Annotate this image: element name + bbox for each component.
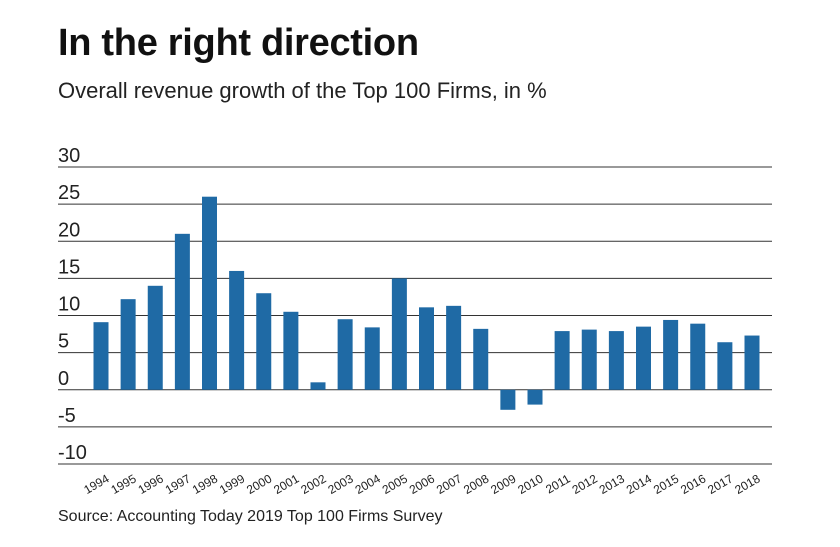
x-tick-label: 2015 bbox=[651, 471, 681, 497]
x-tick-label: 2016 bbox=[678, 471, 708, 497]
x-tick-label: 1994 bbox=[81, 471, 111, 497]
bar-2014 bbox=[636, 326, 651, 390]
x-tick-label: 1997 bbox=[163, 471, 193, 497]
x-tick-label: 2004 bbox=[353, 471, 383, 497]
bars bbox=[93, 196, 760, 410]
bar-2006 bbox=[419, 307, 434, 390]
gridlines bbox=[58, 166, 772, 465]
bar-2011 bbox=[554, 331, 570, 390]
x-tick-label: 1999 bbox=[217, 471, 247, 497]
y-tick-label: 25 bbox=[58, 182, 80, 204]
bar-2005 bbox=[391, 278, 407, 390]
x-tick-label: 2006 bbox=[407, 471, 437, 497]
x-tick-label: 2005 bbox=[380, 471, 410, 497]
x-tick-label: 2000 bbox=[244, 471, 274, 497]
bar-2009 bbox=[500, 389, 516, 410]
bar-2002 bbox=[310, 382, 326, 390]
x-tick-label: 2012 bbox=[570, 471, 600, 497]
x-axis-ticks: 1994199519961997199819992000200120022003… bbox=[81, 471, 762, 497]
x-tick-label: 2013 bbox=[597, 471, 627, 497]
x-tick-label: 2008 bbox=[461, 471, 491, 497]
chart-subtitle: Overall revenue growth of the Top 100 Fi… bbox=[58, 78, 547, 103]
bar-2010 bbox=[527, 389, 543, 405]
bar-1997 bbox=[174, 233, 190, 390]
x-tick-label: 2014 bbox=[624, 471, 654, 497]
bar-1995 bbox=[120, 299, 136, 390]
x-tick-label: 2002 bbox=[298, 471, 328, 497]
x-tick-label: 2011 bbox=[543, 471, 573, 496]
bar-2007 bbox=[446, 305, 462, 390]
source-note: Source: Accounting Today 2019 Top 100 Fi… bbox=[58, 508, 443, 525]
bar-2000 bbox=[256, 293, 272, 390]
bar-1999 bbox=[229, 270, 245, 390]
y-tick-label: 15 bbox=[58, 256, 80, 278]
bar-2001 bbox=[283, 311, 299, 390]
bar-2012 bbox=[581, 329, 597, 390]
x-tick-label: 2007 bbox=[434, 471, 464, 497]
y-tick-label: -10 bbox=[58, 442, 87, 464]
x-tick-label: 2018 bbox=[732, 471, 762, 497]
chart-title: In the right direction bbox=[58, 22, 419, 64]
bar-2004 bbox=[364, 327, 380, 390]
bar-2018 bbox=[744, 335, 760, 390]
x-tick-label: 2001 bbox=[271, 471, 301, 497]
bar-2003 bbox=[337, 319, 353, 390]
bar-1994 bbox=[93, 322, 109, 390]
bar-1998 bbox=[202, 196, 217, 390]
y-tick-label: 0 bbox=[58, 368, 69, 390]
y-tick-label: 20 bbox=[58, 219, 80, 241]
x-tick-label: 2003 bbox=[325, 471, 355, 497]
x-tick-label: 2009 bbox=[488, 471, 518, 497]
bar-2015 bbox=[663, 319, 679, 390]
x-tick-label: 1998 bbox=[190, 471, 220, 497]
bar-1996 bbox=[147, 285, 163, 390]
bar-2016 bbox=[690, 323, 706, 390]
x-tick-label: 1996 bbox=[136, 471, 166, 497]
bar-2008 bbox=[473, 328, 489, 390]
x-tick-label: 1995 bbox=[108, 471, 138, 497]
y-tick-label: 30 bbox=[58, 145, 80, 167]
y-tick-label: -5 bbox=[58, 405, 76, 427]
y-tick-label: 5 bbox=[58, 331, 69, 353]
y-axis-ticks: 30 25 20 15 10 5 0 -5 -10 bbox=[58, 145, 87, 464]
bar-2017 bbox=[717, 342, 733, 390]
bar-2013 bbox=[608, 331, 624, 390]
x-tick-label: 2017 bbox=[705, 471, 735, 497]
y-tick-label: 10 bbox=[58, 294, 80, 316]
x-tick-label: 2010 bbox=[515, 471, 545, 497]
